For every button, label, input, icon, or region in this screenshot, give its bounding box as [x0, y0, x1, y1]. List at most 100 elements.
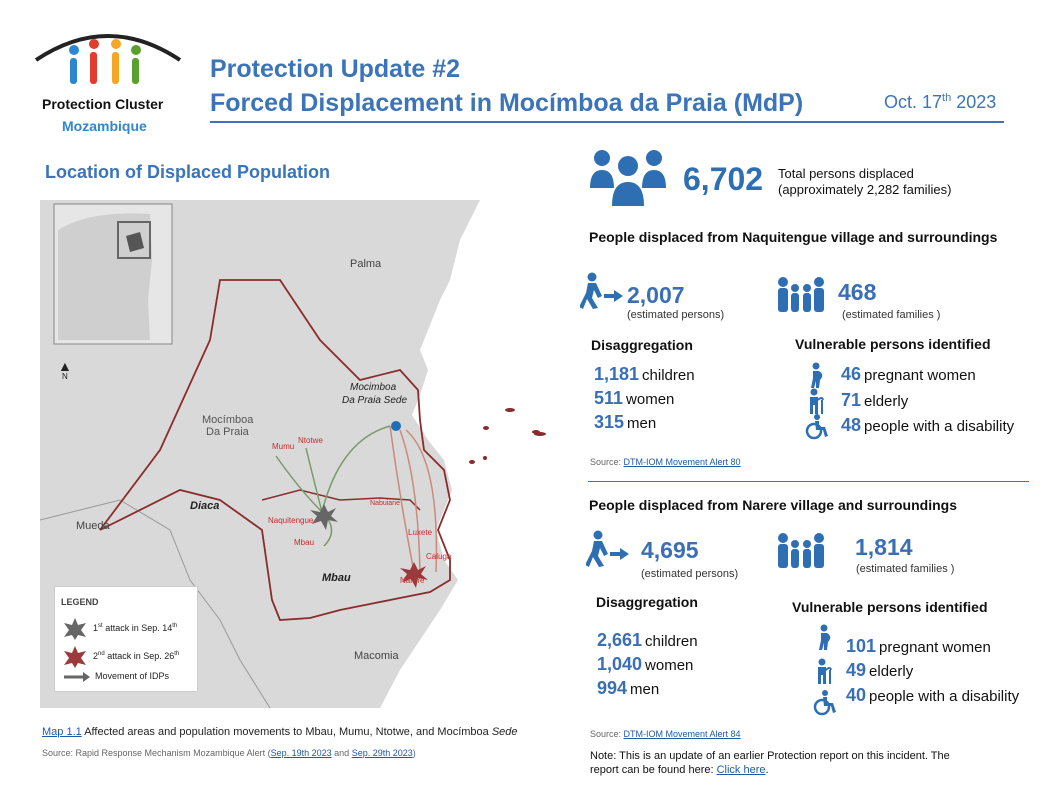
nar-source-link[interactable]: DTM-IOM Movement Alert 84	[623, 729, 741, 739]
elderly-icon	[818, 658, 832, 684]
map-label-district1: Mocímboa	[202, 414, 254, 426]
nar-vuln-heading: Vulnerable persons identified	[792, 599, 988, 615]
logo-line2: Mozambique	[62, 118, 147, 134]
date-sup: th	[942, 92, 952, 104]
map-label-diaca: Diaca	[190, 500, 220, 512]
map-label-palma: Palma	[350, 258, 382, 270]
map-source-end: )	[412, 748, 416, 758]
map-label-mbau-region: Mbau	[322, 572, 351, 584]
naq-vuln-row: 46 pregnant women	[841, 364, 976, 384]
naq-source: Source: DTM-IOM Movement Alert 80	[590, 457, 741, 467]
note-line1: Note: This is an update of an earlier Pr…	[590, 750, 950, 762]
header-rule	[210, 121, 1004, 123]
map-label-mumu: Mumu	[272, 442, 295, 451]
map-label-nabuiane: Nabuiane	[370, 500, 400, 507]
naq-vuln-list: 46 pregnant women 71 elderly 48 people with…	[841, 364, 1014, 440]
naq-disagg-heading: Disaggregation	[591, 337, 693, 353]
map-caption: Map 1.1 Affected areas and population mo…	[42, 726, 518, 738]
legend-arrow-icon	[64, 672, 90, 682]
note-link[interactable]: Click here	[716, 764, 766, 776]
naq-disagg-row: 315 men	[594, 412, 657, 432]
map-source: Source: Rapid Response Mechanism Mozambi…	[42, 748, 416, 758]
logo-figures-icon	[34, 34, 182, 84]
wheelchair-icon	[813, 690, 836, 716]
nar-disagg-row: 1,040 women	[597, 654, 694, 674]
map-caption-link[interactable]: Map 1.1	[42, 726, 82, 738]
map-source-link2[interactable]: Sep. 29th 2023	[351, 748, 413, 758]
district-border	[99, 279, 451, 621]
nar-disagg-row: 2,661 children	[597, 630, 698, 650]
total-label2: (approximately 2,282 families)	[778, 182, 952, 197]
nar-families-value: 1,814	[855, 534, 913, 560]
nar-vuln-row: 40 people with a disability	[846, 685, 1020, 705]
pregnant-woman-icon	[811, 362, 823, 388]
map-label-macomia: Macomia	[354, 650, 399, 662]
nar-persons-value: 4,695	[641, 537, 699, 563]
note-line2: report can be found here: Click here.	[590, 764, 769, 776]
naq-vuln-row: 48 people with a disability	[841, 415, 1015, 435]
nar-vuln-list: 101 pregnant women 49 elderly 40 people wit…	[846, 636, 1019, 710]
legend-attack2-icon	[64, 646, 86, 668]
map-caption-italic: Sede	[491, 726, 518, 738]
naq-vuln-heading: Vulnerable persons identified	[795, 336, 991, 352]
map-source-link1[interactable]: Sep. 19th 2023	[270, 748, 332, 758]
family-icon	[778, 277, 824, 312]
page-title-line1: Protection Update #2	[210, 55, 461, 83]
note: Note: This is an update of an earlier Pr…	[590, 749, 950, 777]
map-label-district2: Da Praia	[206, 426, 249, 438]
nar-disagg-list: 2,661 children 1,040 women 994 men	[597, 630, 698, 702]
nar-persons-label: (estimated persons)	[641, 568, 739, 580]
naq-vuln-row: 71 elderly	[841, 390, 909, 410]
naq-persons-label: (estimated persons)	[627, 309, 725, 321]
map-label-mbau-village: Mbau	[294, 538, 315, 547]
nar-disagg-row: 994 men	[597, 678, 660, 698]
map-label-mueda: Mueda	[76, 520, 110, 532]
map-heading: Location of Displaced Population	[45, 162, 331, 182]
naq-persons-value: 2,007	[627, 282, 685, 308]
naquitengue-heading: People displaced from Naquitengue villag…	[589, 229, 998, 245]
family-icon	[778, 533, 824, 568]
page-title-line2: Forced Displacement in Mocímboa da Praia…	[210, 89, 804, 117]
north-arrow-icon: ▲ N	[58, 358, 72, 381]
map-label-ntotwe: Ntotwe	[298, 436, 323, 445]
naq-source-text: Source:	[590, 457, 624, 467]
naq-disagg-row: 511 women	[594, 388, 675, 408]
north-label: N	[62, 372, 68, 381]
group-people-icon	[590, 150, 666, 206]
total-value: 6,702	[683, 161, 764, 197]
nar-vuln-row: 49 elderly	[846, 660, 914, 680]
map-label-narere: Narere	[400, 576, 425, 585]
map-label-caluga: Caluga	[426, 552, 452, 561]
naq-source-link[interactable]: DTM-IOM Movement Alert 80	[623, 457, 741, 467]
walking-person-icon	[586, 530, 629, 567]
report-date: Oct. 17th 2023	[884, 92, 996, 113]
province-border	[40, 499, 271, 708]
date-year: 2023	[951, 92, 997, 112]
map-area: Palma Mocimboa Da Praia Sede Mocímboa Da…	[40, 200, 562, 708]
district-border-mid	[261, 489, 421, 511]
legend-attack1-icon	[64, 618, 86, 640]
naq-disagg-row: 1,181 children	[594, 364, 695, 384]
elderly-icon	[810, 388, 824, 414]
map-label-naquitengue: Naquitengue	[268, 516, 314, 525]
map-caption-text: Affected areas and population movements …	[81, 726, 492, 738]
legend-attack1-label: 1st attack in Sep. 14th	[93, 623, 178, 633]
map-label-sede2: Da Praia Sede	[342, 395, 408, 406]
map-legend: LEGEND 1st attack in Sep. 14th 2nd attac…	[54, 586, 198, 692]
islands	[469, 408, 546, 464]
nar-families-label: (estimated families )	[856, 563, 955, 575]
narere-heading: People displaced from Narere village and…	[589, 497, 957, 513]
nar-vuln-row: 101 pregnant women	[846, 636, 991, 656]
legend-attack2-label: 2nd attack in Sep. 26th	[93, 651, 180, 661]
attack2-marker-icon	[400, 562, 428, 588]
section-divider	[588, 481, 1029, 482]
movement-arrows-red	[389, 425, 438, 573]
logo: Protection Cluster Mozambique	[28, 20, 188, 140]
legend-movement-label: Movement of IDPs	[95, 671, 170, 681]
map-source-and: and	[331, 748, 352, 758]
map-label-sede1: Mocimboa	[350, 382, 397, 393]
map-svg	[40, 200, 546, 708]
walking-person-icon	[580, 272, 623, 309]
mocimboa-sede-marker	[391, 421, 401, 431]
nar-source: Source: DTM-IOM Movement Alert 84	[590, 729, 741, 739]
